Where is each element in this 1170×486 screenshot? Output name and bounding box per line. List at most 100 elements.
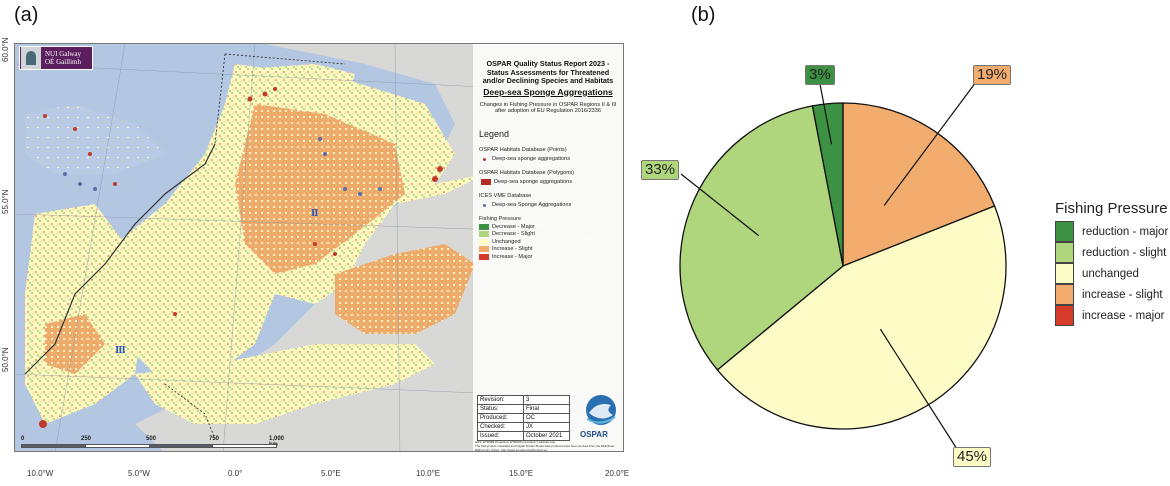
legend-group-ices: ICES VME Database Deep-sea Sponge Aggreg… (479, 193, 623, 208)
footnote-line: The bathymetric metadata and Digital Ter… (475, 444, 615, 448)
map-title-line-2: Status Assessments for Threatened (486, 67, 610, 77)
legend-label: unchanged (1082, 267, 1139, 280)
lon-label-10w: 10.0°W (27, 469, 54, 478)
info-value: JX (523, 422, 570, 432)
scale-tick-250: 250 (81, 436, 92, 442)
pie-legend-item: unchanged (1055, 263, 1168, 284)
nui-name: NUI Galway (45, 50, 81, 58)
nui-crest-icon (21, 47, 41, 69)
legend-group-title: ICES VME Database (479, 193, 532, 200)
map-description: Changes in Fishing Pressure in OSPAR Reg… (479, 101, 617, 115)
pie-legend: Fishing Pressure reduction - major reduc… (1055, 200, 1168, 326)
pie-data-label-unchanged: 45% (953, 447, 992, 467)
pie-slice-reduction-major (811, 102, 844, 267)
region-label-iii: III (115, 344, 126, 356)
info-value: OC (523, 413, 570, 423)
pie-slice-increase-slight (842, 102, 996, 267)
info-key: Revision: (477, 395, 524, 405)
nui-name-irish: OÉ Gaillimh (45, 58, 81, 66)
legend-item-label: Deep-sea Sponge Aggregations (492, 202, 572, 209)
swatch-decrease-major-icon (479, 223, 489, 230)
pie-slice-unchanged (716, 205, 1007, 430)
scale-tick-750: 750 (209, 436, 220, 442)
map-title-line-3: and/or Declining Species and Habitats (482, 76, 614, 85)
leader-line (879, 328, 958, 450)
legend-label: increase - slight (1082, 288, 1163, 301)
legend-heading: Legend (479, 129, 510, 140)
info-key: Checked: (477, 422, 524, 432)
legend-item-label: Decrease - Slight (492, 231, 535, 238)
legend-group-polygons: OSPAR Habitats Database (Polygons) Deep-… (479, 170, 623, 186)
scale-bar: 0 250 500 750 1,000 km (21, 436, 291, 450)
leader-line (819, 83, 833, 145)
fishing-pressure-pie-chart (679, 81, 1007, 450)
lat-label-50n: 50.0°N (1, 347, 10, 372)
panel-label-b: (b) (691, 4, 716, 26)
legend-item-label: Increase - Slight (492, 246, 533, 253)
legend-swatch-increase-major-icon (1055, 305, 1074, 326)
map-title-line-1: OSPAR Quality Status Report 2023 - (486, 59, 610, 68)
lon-label-5w: 5.0°W (128, 469, 150, 478)
fishing-pressure-map: NUI Galway OÉ Gaillimh II III 0 250 500 … (14, 43, 624, 452)
scale-bar-segments (21, 444, 277, 448)
legend-item-label: Deep-sea sponge aggregations (492, 156, 571, 163)
pie-legend-item: increase - major (1055, 305, 1168, 326)
swatch-increase-slight-icon (479, 246, 489, 253)
legend-group-title: OSPAR Habitats Database (Points) (479, 147, 567, 154)
legend-group-title: Fishing Pressure (479, 216, 521, 223)
legend-item-label: Unchanged (492, 238, 521, 245)
pie-legend-item: reduction - major (1055, 221, 1168, 242)
legend-label: reduction - slight (1082, 246, 1167, 259)
leader-line (680, 173, 760, 237)
swatch-unchanged-icon (479, 238, 489, 245)
red-dot-icon (483, 157, 486, 161)
legend-group-fishing-pressure: Fishing Pressure Decrease - Major Decrea… (479, 216, 623, 260)
ospar-logo-icon (586, 395, 616, 425)
table-row: Revision: 3 (477, 395, 570, 405)
panel-label-a: (a) (14, 4, 39, 26)
pie-legend-item: increase - slight (1055, 284, 1168, 305)
info-key: Produced: (477, 413, 524, 423)
scale-tick-500: 500 (146, 436, 157, 442)
table-row: Status: Final (477, 404, 570, 414)
pie-data-label-reduction-slight: 33% (641, 160, 680, 180)
pie-data-label-increase-slight: 19% (973, 65, 1012, 85)
lon-label-5e: 5.0°E (321, 469, 341, 478)
leader-line (883, 81, 977, 206)
lon-label-10e: 10.0°E (416, 469, 441, 478)
info-key: Status: (477, 404, 524, 414)
legend-swatch-reduction-slight-icon (1055, 242, 1074, 263)
pie-slice-reduction-slight (679, 105, 844, 371)
map-info-table: Revision: 3 Status: Final Produced: OC Chec… (477, 395, 570, 441)
map-legend-panel: OSPAR Quality Status Report 2023 - Statu… (473, 44, 623, 452)
swatch-decrease-slight-icon (479, 231, 489, 238)
pie-legend-title: Fishing Pressure (1055, 200, 1168, 217)
legend-item-label: Deep-sea sponge aggregations (494, 179, 573, 186)
nui-galway-logo: NUI Galway OÉ Gaillimh (19, 46, 93, 70)
info-value: 3 (523, 395, 570, 405)
blue-dot-icon (483, 203, 486, 207)
table-row: Issued: October 2021 (477, 431, 570, 441)
map-footnote: CRS: ETRS89 Projection: ETRS89 extended … (475, 440, 621, 452)
lat-label-60n: 60.0°N (1, 37, 10, 62)
footnote-line: CRS: ETRS89 Projection: ETRS89 extended … (475, 440, 556, 444)
legend-swatch-increase-slight-icon (1055, 284, 1074, 305)
swatch-increase-major-icon (479, 253, 489, 260)
info-value: Final (523, 404, 570, 414)
legend-swatch-reduction-major-icon (1055, 221, 1074, 242)
lon-label-15e: 15.0°E (509, 469, 534, 478)
legend-item-label: Increase - Major (492, 253, 533, 260)
table-row: Produced: OC (477, 413, 570, 423)
footnote-line: Bathymetry portal - http://www.emodnet-b… (475, 448, 548, 452)
legend-label: reduction - major (1082, 225, 1169, 238)
legend-group-title: OSPAR Habitats Database (Polygons) (479, 170, 575, 177)
red-polygon-swatch-icon (481, 179, 491, 186)
legend-label: increase - major (1082, 309, 1165, 322)
info-value: October 2021 (523, 431, 570, 441)
lat-label-55n: 55.0°N (1, 189, 10, 214)
pie-legend-item: reduction - slight (1055, 242, 1168, 263)
legend-item-label: Decrease - Major (492, 223, 535, 230)
pie-data-label-reduction-major: 3% (805, 65, 835, 85)
map-subtitle: Deep-sea Sponge Aggregations (483, 86, 613, 97)
legend-swatch-unchanged-icon (1055, 263, 1074, 284)
